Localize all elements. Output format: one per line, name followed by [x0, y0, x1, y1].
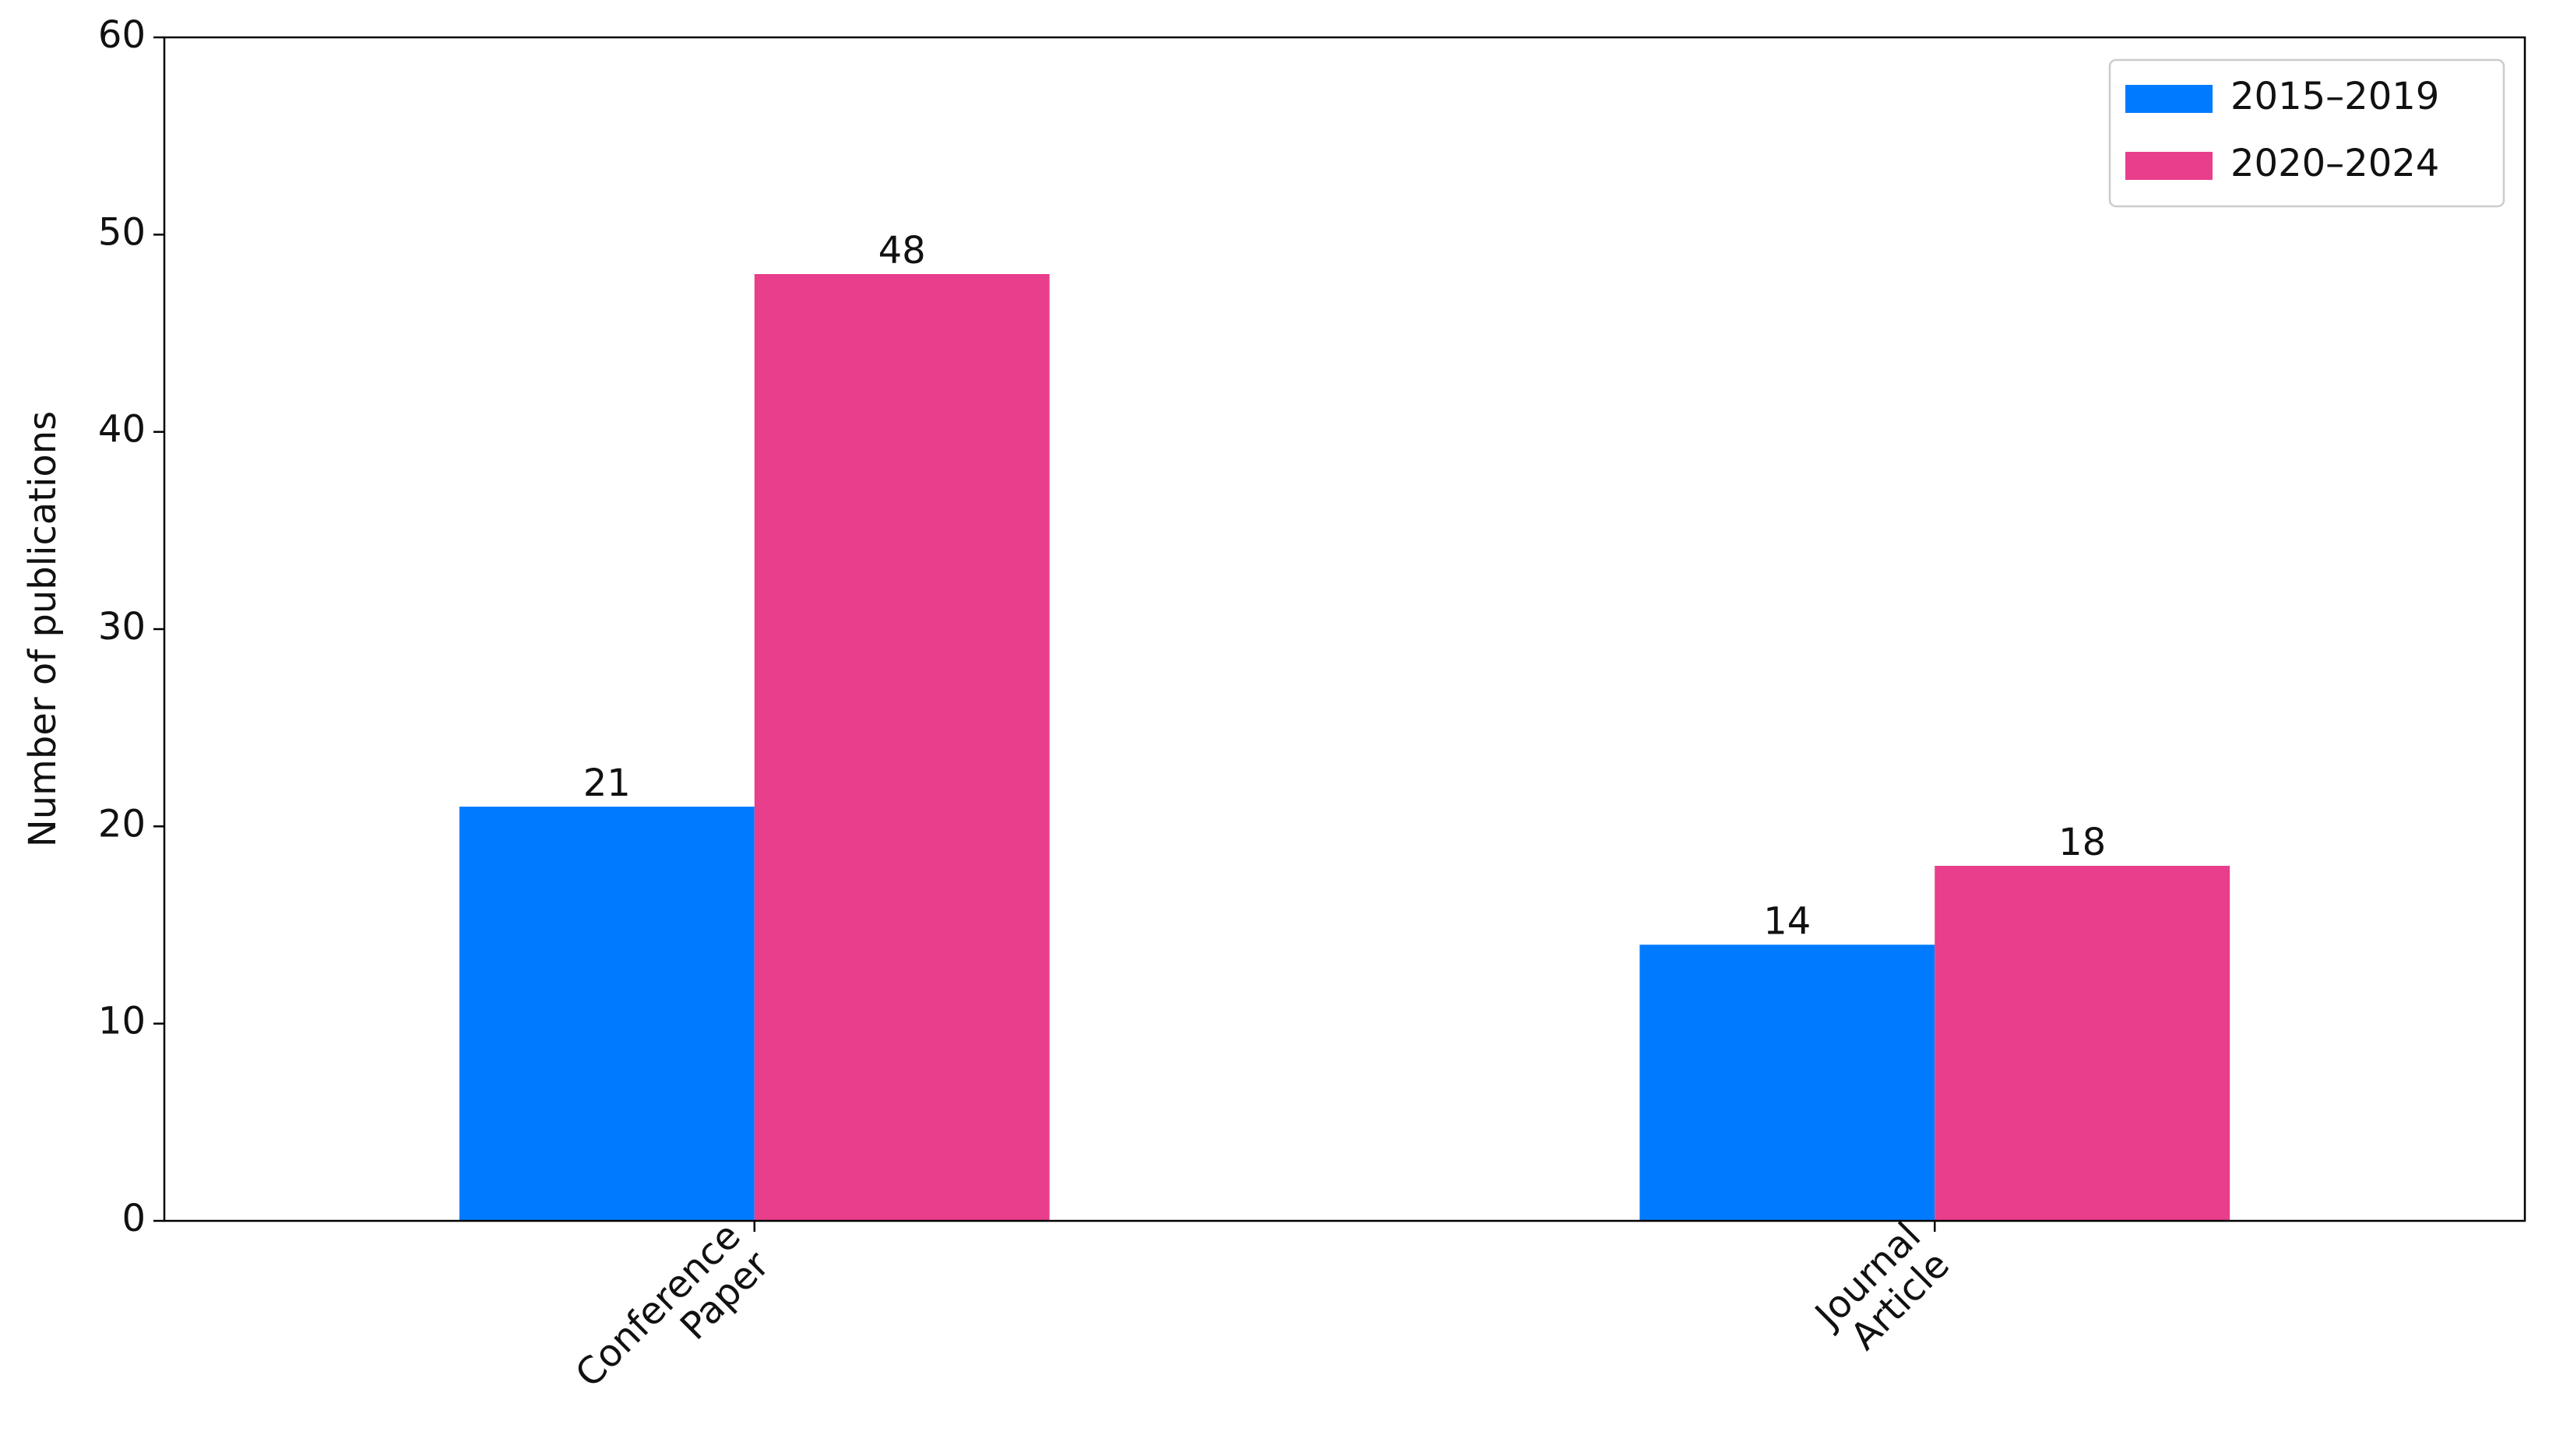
y-tick-label: 50	[98, 210, 146, 254]
y-tick-label: 0	[121, 1197, 146, 1240]
bar	[754, 274, 1050, 1221]
x-tick-label: JournalArticle	[1805, 1214, 1958, 1366]
plot-frame	[163, 36, 2526, 1222]
y-tick-label: 30	[98, 605, 146, 649]
legend-label: 2015–2019	[2230, 75, 2439, 118]
y-axis-label: Number of publications	[21, 411, 65, 847]
value-label: 48	[878, 229, 926, 273]
legend-label: 2020–2024	[2230, 142, 2439, 185]
y-tick-label: 40	[98, 408, 146, 452]
y-tick-label: 60	[98, 13, 146, 57]
y-tick-label: 10	[98, 1000, 146, 1043]
value-label: 14	[1763, 899, 1811, 943]
y-tick-label: 20	[98, 802, 146, 846]
legend-swatch	[2125, 85, 2213, 113]
value-label: 18	[2058, 821, 2106, 864]
bar	[1639, 944, 1935, 1221]
bar	[1935, 866, 2230, 1221]
legend-swatch	[2125, 152, 2213, 180]
bar	[459, 807, 755, 1221]
value-label: 21	[583, 761, 631, 805]
x-tick-label: ConferencePaper	[567, 1214, 778, 1425]
